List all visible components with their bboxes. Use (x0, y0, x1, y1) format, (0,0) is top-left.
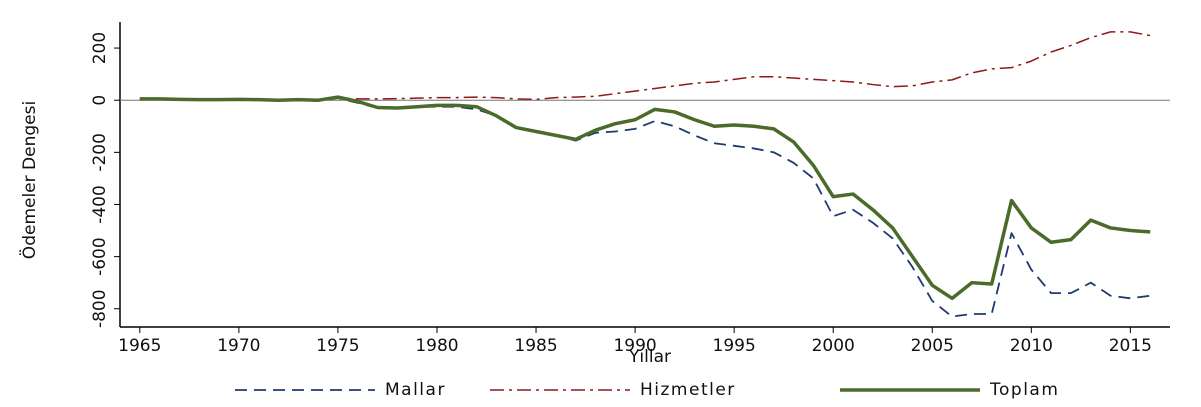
x-tick-label: 1970 (217, 336, 260, 356)
x-tick-label: 1990 (613, 336, 656, 356)
y-axis-label: Ödemeler Dengesi (18, 101, 40, 259)
series-line (139, 31, 1151, 101)
x-tick-label: 1965 (118, 336, 161, 356)
y-tick-label: -400 (90, 185, 110, 224)
legend-label: Mallar (385, 380, 446, 400)
x-tick-label: 2005 (911, 336, 954, 356)
y-tick-label: -200 (90, 133, 110, 172)
y-tick-label: -600 (90, 237, 110, 276)
x-tick-label: 2010 (1010, 336, 1053, 356)
x-tick-label: 2000 (812, 336, 855, 356)
legend-label: Hizmetler (640, 380, 736, 400)
x-axis-label: Yıllar (628, 347, 671, 367)
x-tick-label: 1975 (316, 336, 359, 356)
series-line (139, 97, 1151, 318)
y-tick-label: 0 (90, 95, 110, 106)
y-tick-label: 200 (90, 32, 110, 64)
x-tick-label: 1985 (514, 336, 557, 356)
x-tick-label: 2015 (1109, 336, 1152, 356)
legend-label: Toplam (989, 380, 1059, 400)
x-tick-label: 1995 (713, 336, 756, 356)
series-line (139, 95, 1151, 301)
x-tick-label: 1980 (415, 336, 458, 356)
y-tick-label: -800 (90, 289, 110, 328)
